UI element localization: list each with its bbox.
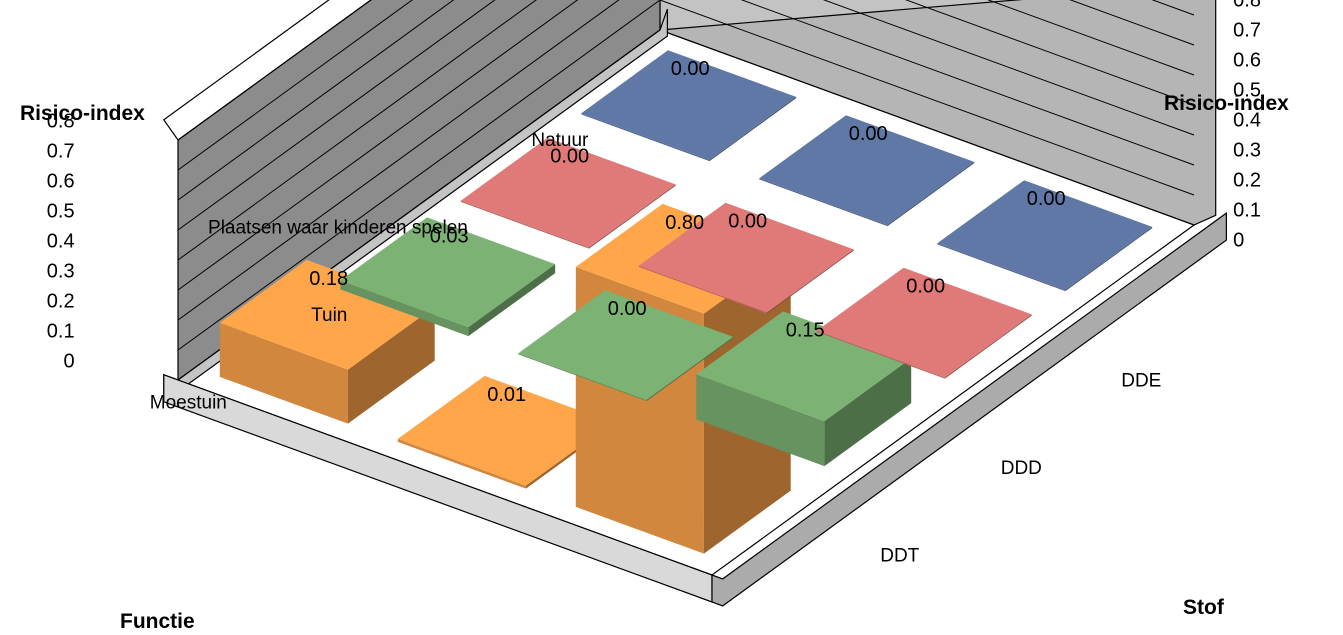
z-tick-left: 0.4 [47,231,75,253]
function-label: Tuin [311,305,347,326]
bar [638,202,854,314]
bar [397,375,613,489]
function-label: Moestuin [150,392,227,413]
bar-side-face [824,358,912,467]
bar-front-face [638,265,767,314]
data-label: 0.00 [608,298,647,320]
bar [518,290,734,402]
data-label: 0.00 [1027,188,1066,210]
bar-top-face [581,50,797,160]
bar-top-face [397,375,613,486]
gridline [177,0,1195,291]
axis-titles: Risico-index Risico-index Functie Stof [20,92,1289,633]
tick-labels: 0 0 0.1 0.1 0.2 0.2 0.3 0.3 0.4 0.4 0.5 0.5 0.6 0.6 0.… [47,0,1261,567]
bar-top-face [340,217,556,328]
bar-front-face [937,243,1066,292]
bar-side-face [347,306,435,424]
bar-side-face [887,161,975,227]
z-tick-right: 0 [1233,229,1244,251]
chart-bars [219,50,1153,554]
bar-side-face [1065,226,1153,292]
bar [340,217,556,337]
data-label: 0.80 [665,212,704,234]
bar-front-face [816,330,945,379]
z-tick-right: 0.6 [1233,49,1261,71]
bar [581,50,797,162]
bar-front-face [696,374,825,467]
bar-front-face [518,353,647,402]
bar-front-face [759,178,888,227]
z-tick-left: 0.2 [47,291,75,313]
gridline [177,0,1195,261]
bar-side-face [944,314,1032,379]
bar-side-face [709,96,797,162]
bar-top-face [638,202,854,313]
bar-top-face [759,115,975,225]
z-tick-left: 0.5 [47,201,75,223]
z-tick-right: 0.1 [1233,199,1261,221]
bar-front-face [581,113,710,162]
bar-side-face [646,336,734,402]
bar-front-face [460,200,589,249]
data-label: 0.00 [728,211,767,233]
floor-right-edge [711,211,1228,607]
z-tick-left: 0.8 [47,111,75,133]
substance-label: DDE [1121,371,1161,392]
bar [460,137,676,249]
bar [759,115,975,227]
gridline [177,0,372,141]
function-label: Natuur [531,130,589,151]
z-tick-right: 0.3 [1233,139,1261,161]
bar-top-face [937,180,1153,290]
bar-side-face [589,184,676,249]
bar-front-face [397,438,526,489]
substance-axis-title: Stof [1183,596,1225,619]
gridline [177,0,1195,171]
data-label: 0.00 [849,123,888,145]
data-label: 0.15 [786,319,825,341]
bar-front-face [219,322,348,424]
data-label: 0.00 [671,58,710,80]
z-tick-right: 0.7 [1233,19,1261,41]
gridline [177,0,1195,231]
bar-top-face [460,137,676,248]
data-label: 0.18 [309,268,348,290]
bar [937,180,1153,292]
bar [816,267,1032,379]
substance-label: DDT [880,546,919,567]
bar-top-face [518,290,734,400]
function-axis-title: Functie [120,610,195,633]
data-label: 0.00 [906,276,945,298]
data-label: 0.00 [550,146,589,168]
z-tick-right: 0.4 [1233,109,1261,131]
z-tick-left: 0.6 [47,171,75,193]
z-tick-left: 0 [63,351,74,373]
data-label: 0.01 [487,384,526,406]
bar-front-face [340,280,469,337]
bar-side-face [767,249,854,314]
side-wall-top-edge [162,0,372,141]
z-tick-right: 0.2 [1233,169,1261,191]
gridline [177,0,1195,201]
z-tick-left: 0.1 [47,321,75,343]
gridline [177,0,1195,321]
gridline [177,0,1195,351]
substance-label: DDD [1001,458,1042,479]
z-tick-left: 0.3 [47,261,75,283]
data-label: 0.03 [430,225,469,247]
z-tick-left: 0.7 [47,141,75,163]
function-label: Plaatsen waar kinderen spelen [208,217,468,238]
bar-top-face [816,267,1032,378]
bar-side-face [468,264,556,337]
z-axis-title-right: Risico-index [1164,92,1289,115]
data-labels: 0.18 0.01 0.80 0.03 0.00 0.15 0.00 0.00 0.00 0.00… [309,58,1065,406]
z-tick-right: 0.8 [1233,0,1261,11]
chart-gridlines [177,0,1195,351]
z-axis-title-left: Risico-index [20,102,145,125]
z-tick-right: 0.5 [1233,79,1261,101]
